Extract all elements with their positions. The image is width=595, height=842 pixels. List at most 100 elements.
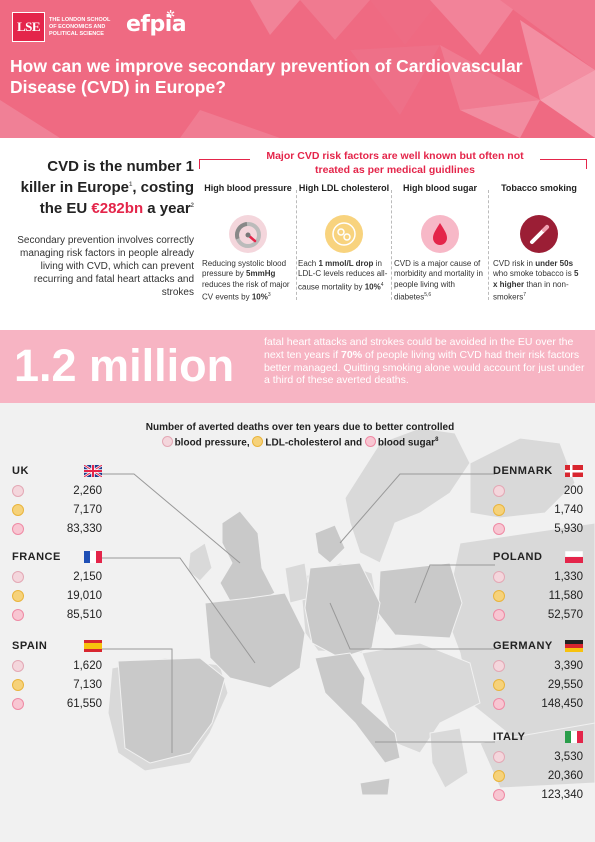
stat-row: 123,340 bbox=[493, 785, 585, 804]
lse-mark: LSE bbox=[12, 12, 45, 42]
stat-value: 52,570 bbox=[547, 608, 583, 621]
stat-row: 5,930 bbox=[493, 519, 585, 538]
intro-headline: CVD is the number 1 killer in Europe1, c… bbox=[14, 157, 194, 218]
stat-row: 1,330 bbox=[493, 567, 585, 586]
stat-row: 11,580 bbox=[493, 586, 585, 605]
blood-sugar-icon bbox=[493, 608, 505, 621]
stat-row: 2,260 bbox=[12, 481, 104, 500]
stat-row: 29,550 bbox=[493, 675, 585, 694]
efpia-star-icon: ✲ bbox=[166, 9, 176, 21]
risk-divider bbox=[488, 190, 489, 300]
map-legend: blood pressure, LDL-cholesterol and bloo… bbox=[100, 434, 500, 449]
stat-value: 29,550 bbox=[547, 678, 583, 691]
efpia-logo: efpia bbox=[126, 12, 187, 37]
europe-map bbox=[100, 427, 595, 796]
blood-sugar-icon bbox=[493, 697, 505, 710]
stat-row: 1,740 bbox=[493, 500, 585, 519]
risk-name: High blood sugar bbox=[403, 183, 477, 193]
stat-value: 83,330 bbox=[66, 522, 102, 535]
stat-row: 19,010 bbox=[12, 586, 104, 605]
cholesterol-icon bbox=[325, 215, 363, 253]
stat-value: 7,130 bbox=[73, 678, 102, 691]
stat-row: 3,390 bbox=[493, 656, 585, 675]
stat-value: 200 bbox=[563, 484, 583, 497]
risk-name: Tobacco smoking bbox=[501, 183, 577, 193]
ldl-icon bbox=[493, 678, 505, 691]
stat-value: 148,450 bbox=[541, 697, 583, 710]
risk-desc: Each 1 mmol/L drop in LDL-C levels reduc… bbox=[298, 259, 388, 292]
intro-head-b: , costing the EU bbox=[39, 179, 194, 217]
risk-title: Major CVD risk factors are well known bu… bbox=[250, 149, 540, 177]
country-france: FRANCE 2,150 19,010 85,510 bbox=[12, 551, 104, 624]
risk-name: High blood pressure bbox=[204, 183, 292, 193]
stat-row: 2,150 bbox=[12, 567, 104, 586]
stat-row: 1,620 bbox=[12, 656, 104, 675]
risk-desc: CVD risk in under 50s who smoke tobacco … bbox=[493, 259, 579, 302]
stat-row: 52,570 bbox=[493, 605, 585, 624]
risk-blood-sugar: High blood sugar CVD is a major cause of… bbox=[394, 183, 486, 303]
stat-row: 83,330 bbox=[12, 519, 104, 538]
blood-pressure-icon bbox=[493, 484, 505, 497]
intro-body: Secondary prevention involves correctly … bbox=[17, 235, 194, 298]
country-name: GERMANY bbox=[493, 640, 553, 652]
country-italy: ITALY 3,530 20,360 123,340 bbox=[493, 731, 585, 804]
risk-blood-pressure: High blood pressure Reducing systolic bl… bbox=[202, 183, 294, 303]
stat-value: 11,580 bbox=[548, 589, 583, 602]
stat-row: 200 bbox=[493, 481, 585, 500]
blood-sugar-legend-icon bbox=[364, 436, 376, 448]
legend-bs: blood sugar bbox=[377, 437, 436, 449]
risk-name: High LDL cholesterol bbox=[298, 183, 390, 193]
lse-name: THE LONDON SCHOOL OF ECONOMICS AND POLIT… bbox=[49, 16, 111, 37]
country-denmark: DENMARK 200 1,740 5,930 bbox=[493, 465, 585, 538]
blood-sugar-icon bbox=[493, 522, 505, 535]
germany-flag-icon bbox=[565, 640, 583, 652]
stat-row: 85,510 bbox=[12, 605, 104, 624]
risk-desc: CVD is a major cause of morbidity and mo… bbox=[394, 259, 483, 302]
footnote-8: 8 bbox=[435, 437, 439, 443]
stat-row: 20,360 bbox=[493, 766, 585, 785]
italy-flag-icon bbox=[565, 731, 583, 743]
spain-flag-icon bbox=[84, 640, 102, 652]
legend-ldl: LDL-cholesterol and bbox=[265, 437, 363, 449]
stat-row: 61,550 bbox=[12, 694, 104, 713]
blood-pressure-legend-icon bbox=[161, 436, 173, 448]
page-title: How can we improve secondary prevention … bbox=[10, 56, 523, 97]
ldl-icon bbox=[493, 589, 505, 602]
stat-value: 5,930 bbox=[554, 522, 583, 535]
uk-flag-icon bbox=[84, 465, 102, 477]
country-uk: UK 2,260 7,170 83,330 bbox=[12, 465, 104, 538]
country-name: POLAND bbox=[493, 551, 543, 563]
million-band bbox=[0, 330, 595, 403]
million-figure: 1.2 million bbox=[14, 340, 235, 391]
stat-value: 19,010 bbox=[66, 589, 102, 602]
intro-head-c: a year bbox=[143, 200, 191, 217]
blood-drop-icon bbox=[421, 215, 459, 253]
france-flag-icon bbox=[84, 551, 102, 563]
lse-logo: LSE THE LONDON SCHOOL OF ECONOMICS AND P… bbox=[12, 12, 111, 42]
country-name: UK bbox=[12, 465, 29, 477]
poland-flag-icon bbox=[565, 551, 583, 563]
blood-sugar-icon bbox=[12, 522, 24, 535]
risk-ldl-cholesterol: High LDL cholesterol Each 1 mmol/L drop … bbox=[298, 183, 390, 293]
stat-value: 3,390 bbox=[554, 659, 583, 672]
blood-sugar-icon bbox=[493, 788, 505, 801]
cost-amount: €282bn bbox=[91, 200, 144, 217]
ldl-icon bbox=[493, 769, 505, 782]
footnote-1: 1 bbox=[128, 182, 133, 188]
stat-value: 2,260 bbox=[73, 484, 102, 497]
footnote-2: 2 bbox=[190, 203, 194, 209]
stat-value: 1,330 bbox=[554, 570, 583, 583]
map-title: Number of averted deaths over ten years … bbox=[100, 421, 500, 449]
stat-row: 7,130 bbox=[12, 675, 104, 694]
country-poland: POLAND 1,330 11,580 52,570 bbox=[493, 551, 585, 624]
stat-value: 61,550 bbox=[66, 697, 102, 710]
risk-tobacco: Tobacco smoking CVD risk in under 50s wh… bbox=[493, 183, 585, 303]
stat-row: 148,450 bbox=[493, 694, 585, 713]
stat-value: 1,620 bbox=[73, 659, 102, 672]
blood-pressure-icon bbox=[12, 484, 24, 497]
stat-value: 123,340 bbox=[541, 788, 583, 801]
ldl-legend-icon bbox=[252, 436, 264, 448]
header-banner: LSE THE LONDON SCHOOL OF ECONOMICS AND P… bbox=[0, 0, 595, 138]
country-name: DENMARK bbox=[493, 465, 553, 477]
ldl-icon bbox=[12, 503, 24, 516]
